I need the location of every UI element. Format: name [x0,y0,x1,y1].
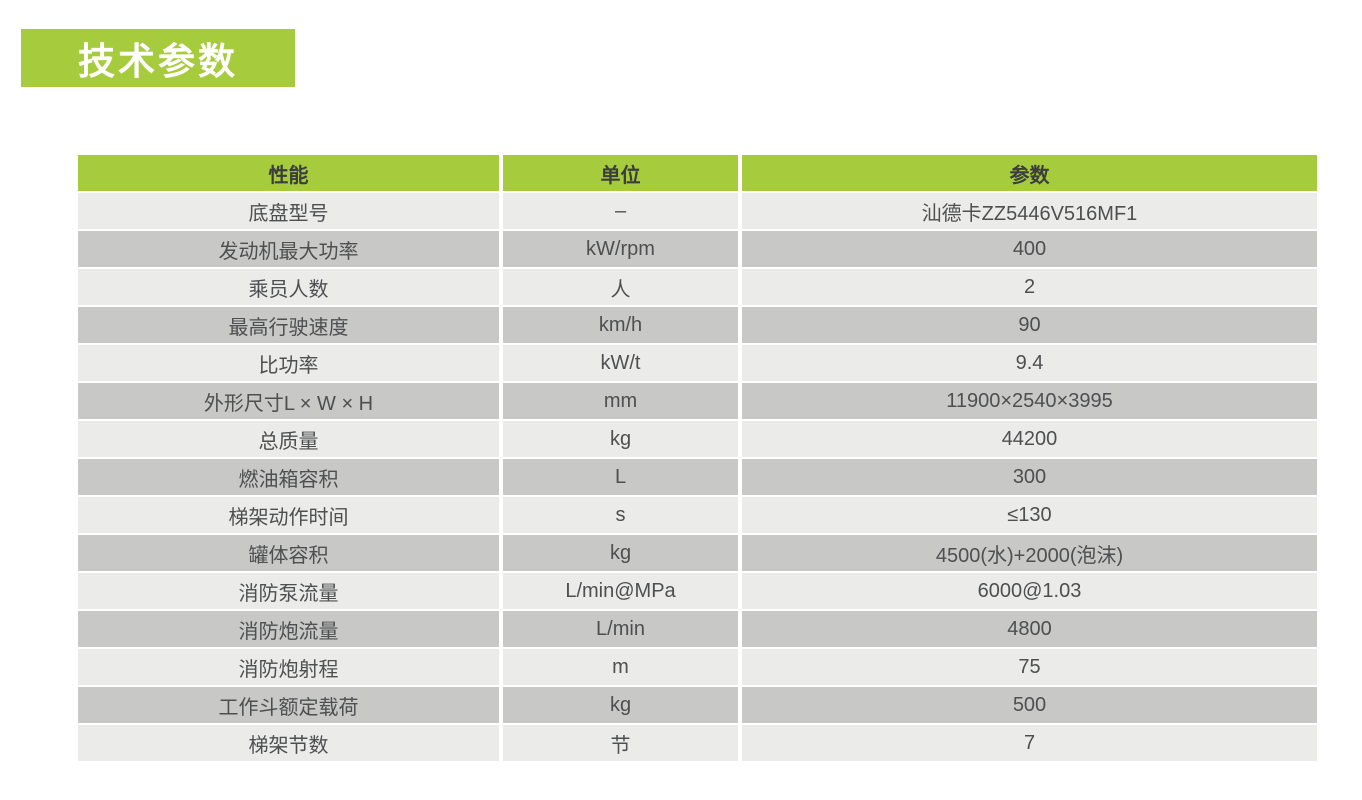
cell-parameter: 7 [742,725,1317,761]
cell-parameter: 300 [742,459,1317,495]
table-row: 工作斗额定载荷 kg 500 [78,687,1317,723]
cell-performance: 外形尺寸L × W × H [78,383,499,419]
cell-performance: 消防炮射程 [78,649,499,685]
cell-performance: 底盘型号 [78,193,499,229]
cell-unit: mm [503,383,738,419]
section-title: 技术参数 [78,41,238,82]
cell-unit: kW/t [503,345,738,381]
cell-performance: 工作斗额定载荷 [78,687,499,723]
cell-unit: L/min [503,611,738,647]
cell-parameter: 4800 [742,611,1317,647]
cell-parameter: 9.4 [742,345,1317,381]
cell-unit: kW/rpm [503,231,738,267]
cell-parameter: 90 [742,307,1317,343]
cell-unit: m [503,649,738,685]
cell-parameter: 11900×2540×3995 [742,383,1317,419]
cell-performance: 最高行驶速度 [78,307,499,343]
cell-parameter: 44200 [742,421,1317,457]
cell-parameter: 汕德卡ZZ5446V516MF1 [742,193,1317,229]
cell-performance: 燃油箱容积 [78,459,499,495]
cell-parameter: 500 [742,687,1317,723]
spec-table: 性能 单位 参数 底盘型号 – 汕德卡ZZ5446V516MF1 发动机最大功率 kW/… [78,155,1317,763]
table-header-row: 性能 单位 参数 [78,155,1317,191]
table-row: 消防炮射程 m 75 [78,649,1317,685]
cell-unit: L/min@MPa [503,573,738,609]
cell-parameter: 400 [742,231,1317,267]
cell-unit: kg [503,535,738,571]
table-row: 乘员人数人 2 [78,269,1317,305]
cell-unit: kg [503,421,738,457]
cell-unit: – [503,193,738,229]
cell-unit: 人 [503,269,738,305]
table-body: 底盘型号 – 汕德卡ZZ5446V516MF1 发动机最大功率 kW/rpm 400 乘员人… [78,193,1317,761]
table-row: 总质量 kg 44200 [78,421,1317,457]
cell-unit: 节 [503,725,738,761]
cell-performance: 比功率 [78,345,499,381]
cell-performance: 总质量 [78,421,499,457]
cell-performance: 消防泵流量 [78,573,499,609]
cell-performance: 梯架节数 [78,725,499,761]
table-row: 底盘型号 – 汕德卡ZZ5446V516MF1 [78,193,1317,229]
table-row: 比功率 kW/t 9.4 [78,345,1317,381]
section-title-badge: 技术参数 [21,29,295,87]
table-row: 燃油箱容积 L 300 [78,459,1317,495]
cell-unit: L [503,459,738,495]
cell-parameter: 75 [742,649,1317,685]
header-unit: 单位 [503,155,738,191]
table-row: 梯架节数节 7 [78,725,1317,761]
cell-performance: 发动机最大功率 [78,231,499,267]
cell-performance: 乘员人数 [78,269,499,305]
header-parameter: 参数 [742,155,1317,191]
cell-parameter: 2 [742,269,1317,305]
table-row: 发动机最大功率 kW/rpm 400 [78,231,1317,267]
cell-performance: 梯架动作时间 [78,497,499,533]
cell-parameter: 6000@1.03 [742,573,1317,609]
table-row: 最高行驶速度 km/h 90 [78,307,1317,343]
table-row: 消防泵流量 L/min@MPa 6000@1.03 [78,573,1317,609]
cell-performance: 消防炮流量 [78,611,499,647]
cell-unit: s [503,497,738,533]
table-row: 消防炮流量 L/min 4800 [78,611,1317,647]
cell-parameter: 4500(水)+2000(泡沫) [742,535,1317,571]
table-row: 梯架动作时间 s ≤130 [78,497,1317,533]
table-row: 罐体容积 kg 4500(水)+2000(泡沫) [78,535,1317,571]
cell-unit: kg [503,687,738,723]
cell-unit: km/h [503,307,738,343]
cell-parameter: ≤130 [742,497,1317,533]
header-performance: 性能 [78,155,499,191]
cell-performance: 罐体容积 [78,535,499,571]
